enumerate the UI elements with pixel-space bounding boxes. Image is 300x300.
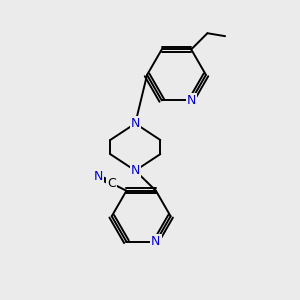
Text: N: N (151, 235, 160, 248)
Text: N: N (94, 170, 103, 183)
Text: N: N (187, 94, 196, 107)
Text: C: C (107, 177, 116, 190)
Text: N: N (130, 164, 140, 177)
Text: N: N (130, 117, 140, 130)
